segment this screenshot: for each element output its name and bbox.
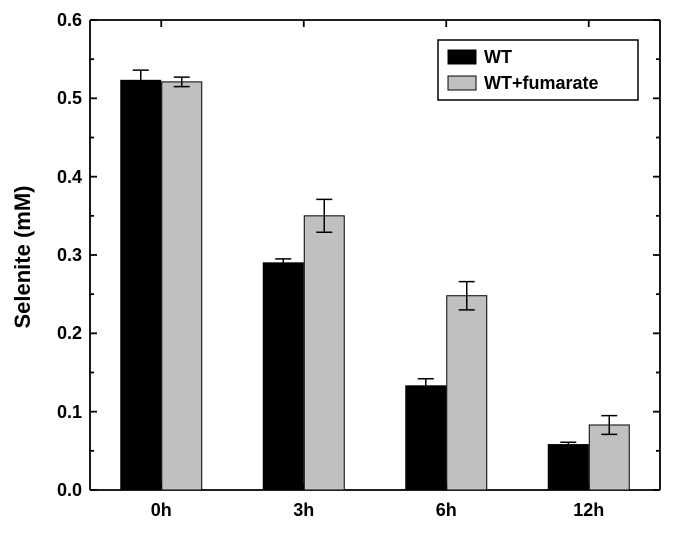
x-tick-label: 12h — [559, 500, 619, 521]
x-tick-label: 3h — [274, 500, 334, 521]
bar-WT — [548, 445, 588, 490]
bar-WT_fumarate — [447, 296, 487, 490]
bar-WT — [263, 263, 303, 490]
legend-label: WT+fumarate — [484, 73, 599, 94]
y-tick-label: 0.4 — [57, 167, 82, 188]
bar-WT_fumarate — [162, 82, 202, 490]
bar-WT — [121, 80, 161, 490]
x-tick-label: 6h — [416, 500, 476, 521]
legend-swatch — [448, 76, 476, 90]
legend-label: WT — [484, 47, 512, 68]
y-tick-label: 0.0 — [57, 480, 82, 501]
bar-WT — [406, 386, 446, 490]
x-tick-label: 0h — [131, 500, 191, 521]
y-tick-label: 0.3 — [57, 245, 82, 266]
legend-swatch — [448, 50, 476, 64]
y-tick-label: 0.6 — [57, 10, 82, 31]
y-tick-label: 0.5 — [57, 88, 82, 109]
bar-WT_fumarate — [304, 216, 344, 490]
y-axis-title: Selenite (mM) — [10, 157, 36, 357]
y-tick-label: 0.1 — [57, 402, 82, 423]
selenite-bar-chart: 0.0 0.1 0.2 0.3 0.4 0.5 0.6 Selenite (mM) 0h 3h 6h… — [0, 0, 689, 540]
y-tick-label: 0.2 — [57, 323, 82, 344]
